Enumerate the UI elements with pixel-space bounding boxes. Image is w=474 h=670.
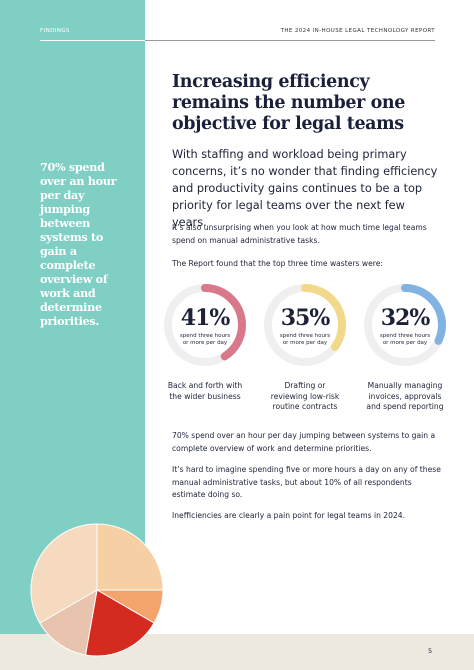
section-label: FINDINGS: [40, 28, 70, 34]
paragraph: The Report found that the top three time…: [172, 259, 383, 268]
title: Increasing efficiency remains the number…: [172, 72, 405, 134]
stat-value: 32%: [380, 305, 431, 331]
paragraph: It’s hard to imagine spending five or mo…: [172, 465, 441, 499]
paragraph: Inefficiencies are clearly a pain point …: [172, 511, 406, 520]
stat-caption: spend three hours or more per day: [179, 333, 231, 346]
page-number: 5: [428, 647, 433, 655]
ring-arc: [364, 284, 446, 366]
intro: With staffing and workload being primary…: [172, 148, 438, 229]
pie-slice: [39, 589, 98, 656]
stat-description: Back and forth with the wider business: [167, 381, 243, 401]
paragraph: It’s also unsurprising when you look at …: [172, 223, 427, 245]
stat-description: Manually managing invoices, approvals an…: [366, 381, 444, 411]
stat-center: 35% spend three hours or more per day: [255, 305, 355, 347]
stat-value: 35%: [280, 305, 331, 331]
pie-slice: [30, 523, 98, 624]
stat-description-box: Drafting or reviewing low-risk routine c…: [255, 381, 355, 413]
stat-center: 41% spend three hours or more per day: [155, 305, 255, 347]
pie-slice: [96, 523, 164, 591]
stat-value: 41%: [180, 305, 231, 331]
stat-description: Drafting or reviewing low-risk routine c…: [270, 381, 340, 411]
pull-quote: 70% spend over an hour per day jumping b…: [40, 160, 117, 328]
header-rule: [40, 40, 145, 41]
stat-caption: spend three hours or more per day: [279, 333, 331, 346]
stat-description-box: Manually managing invoices, approvals an…: [355, 381, 455, 413]
pie-slice: [84, 589, 155, 657]
stat-caption: spend three hours or more per day: [379, 333, 431, 346]
decorative-pie: [30, 523, 164, 657]
ring-arc: [164, 284, 246, 366]
stat-rings: [164, 284, 446, 366]
ring-arc: [264, 284, 346, 366]
stat-description-box: Back and forth with the wider business: [155, 381, 255, 402]
header-rule: [145, 40, 435, 41]
paragraph: 70% spend over an hour per day jumping b…: [172, 431, 436, 453]
stat-center: 32% spend three hours or more per day: [355, 305, 455, 347]
report-label: THE 2024 IN-HOUSE LEGAL TECHNOLOGY REPOR…: [280, 28, 435, 34]
